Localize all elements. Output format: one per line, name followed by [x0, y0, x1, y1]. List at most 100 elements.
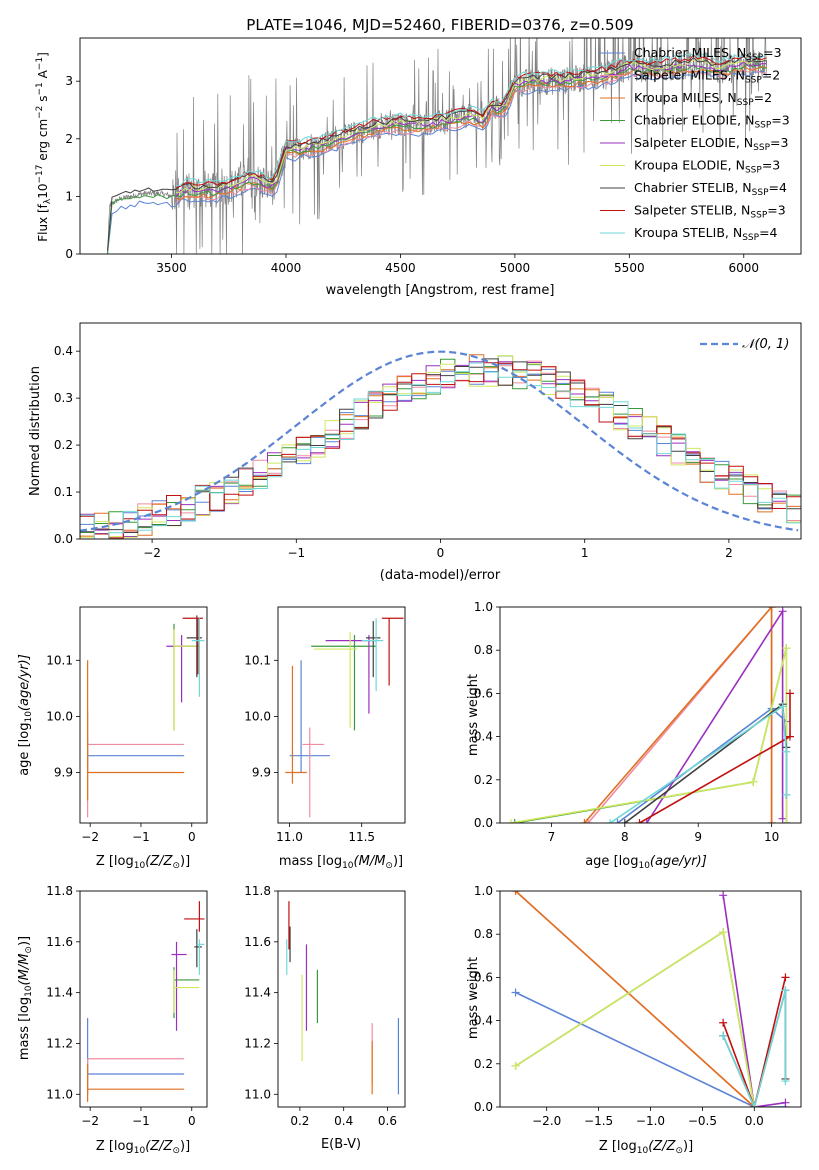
mw-marker-chabrier_stelib — [620, 819, 629, 823]
y-tick-label: 1 — [65, 189, 73, 203]
y-tick-label: 3 — [65, 74, 73, 88]
hist-chabrier_stelib — [80, 358, 801, 533]
mw-marker-kroupa_elodie — [507, 819, 516, 823]
model-line-chabrier_miles — [107, 70, 768, 254]
axes-frame — [79, 37, 802, 255]
axes-frame — [79, 890, 208, 1108]
y-tick-label: 9.9 — [252, 766, 271, 780]
mw-line-kroupa_miles — [515, 891, 755, 1107]
panel-4: 11.0 11.5 9.9 10.0 10.1 — [244, 606, 406, 844]
y-tick-label: 0.8 — [474, 643, 493, 657]
mw-marker-kroupa_stelib — [606, 819, 615, 823]
axes-frame — [277, 606, 406, 824]
mw-marker-kroupa_miles — [767, 607, 776, 611]
mw-marker-salpeter_stelib — [785, 689, 794, 698]
axes-frame — [499, 890, 802, 1108]
mw-marker-salpeter_elodie — [642, 819, 651, 823]
x-tick-label: 5000 — [500, 261, 531, 275]
x-tick-label: 0 — [188, 1114, 196, 1128]
x-tick-label: −1.0 — [636, 1114, 665, 1128]
mw-line-chabrier_stelib — [624, 702, 788, 823]
mw-line-chabrier_elodie — [515, 930, 756, 1107]
mw-marker-salpeter_elodie — [778, 607, 787, 616]
mw-marker-chabrier_elodie — [510, 819, 519, 823]
x-tick-label: 0.2 — [290, 1114, 309, 1128]
mw-marker-kroupa_elodie — [782, 819, 791, 823]
mw-line-chabrier_elodie — [514, 647, 788, 823]
mw-line-kroupa_miles — [583, 607, 773, 823]
p8-ylabel: mass weight — [466, 957, 481, 1039]
y-tick-label: 11.6 — [244, 935, 271, 949]
axes-frame — [499, 606, 802, 824]
y-tick-label: 0.8 — [474, 927, 493, 941]
legend: Chabrier MILES, NSSP=3 Salpeter MILES, NS… — [600, 45, 790, 243]
p3-xlabel: Z [log10(Z/Z⊙)] — [96, 854, 190, 871]
legend-label: Salpeter STELIB, NSSP=3 — [634, 203, 786, 221]
x-tick-label: 5500 — [614, 261, 645, 275]
mw-line-kroupa_stelib — [722, 990, 787, 1107]
hist-salpeter_elodie — [80, 361, 801, 537]
x-tick-label: −1.5 — [584, 1114, 613, 1128]
y-tick-label: 10.1 — [46, 653, 73, 667]
panel-5: 7 8 9 10 0.0 0.2 0.4 0.6 0.8 1.0 — [474, 600, 802, 844]
mw-marker-kroupa_miles — [580, 819, 589, 823]
page-title: PLATE=1046, MJD=52460, FIBERID=0376, z=0… — [246, 16, 633, 34]
mw-marker-kroupa_stelib — [750, 1103, 759, 1107]
x-tick-label: 7 — [548, 830, 556, 844]
mw-line-salpeter_elodie — [722, 895, 786, 1107]
plot-area — [511, 891, 790, 1107]
y-tick-label: 0.2 — [474, 773, 493, 787]
plot-area — [80, 350, 801, 539]
mw-marker-chabrier_miles — [613, 819, 622, 823]
axes-frame — [79, 322, 802, 540]
legend-label: 𝒩(0, 1) — [742, 337, 789, 352]
mw-marker-salpeter_elodie — [781, 1098, 790, 1107]
mw-marker-kroupa_elodie — [511, 1061, 520, 1070]
mw-marker-kroupa_stelib — [781, 986, 790, 995]
x-tick-label: −0.5 — [688, 1114, 717, 1128]
y-tick-label: 10.0 — [244, 709, 271, 723]
x-tick-label: −2.0 — [532, 1114, 561, 1128]
y-tick-label: 0.4 — [474, 730, 493, 744]
legend-label: Salpeter MILES, NSSP=2 — [634, 68, 780, 86]
x-tick-label: −1 — [132, 1114, 150, 1128]
y-tick-label: 11.4 — [244, 986, 271, 1000]
x-tick-label: 1 — [581, 546, 589, 560]
mw-marker-kroupa_stelib — [778, 702, 787, 711]
mw-marker-kroupa_stelib — [781, 1077, 790, 1086]
x-tick-label: 0 — [437, 546, 445, 560]
y-tick-label: 9.9 — [54, 766, 73, 780]
y-tick-label: 0 — [65, 247, 73, 261]
p1-ylabel: Flux [fλ10−17 erg cm−2 s−1 A−1] — [35, 52, 53, 242]
y-tick-label: 11.4 — [46, 986, 73, 1000]
mw-marker-salpeter_elodie — [719, 891, 728, 900]
x-tick-label: 2 — [725, 546, 733, 560]
model-line-salpeter_stelib — [175, 53, 767, 189]
model-line-chabrier_elodie — [107, 63, 767, 254]
x-tick-label: 0.6 — [378, 1114, 397, 1128]
mw-marker-kroupa_miles — [511, 891, 520, 895]
legend-label: Kroupa MILES, NSSP=2 — [634, 90, 772, 108]
legend-label: Kroupa ELODIE, NSSP=3 — [634, 158, 780, 176]
model-line-chabrier_stelib — [107, 55, 767, 251]
y-tick-label: 0.2 — [54, 438, 73, 452]
mw-line-kroupa_elodie — [515, 930, 756, 1107]
model-line-kroupa_stelib — [176, 53, 767, 187]
mw-marker-kroupa_elodie — [719, 928, 728, 937]
y-tick-label: 0.4 — [474, 1014, 493, 1028]
panel-7: 0.2 0.4 0.6 11.0 11.2 11.4 11.6 11.8 — [244, 884, 406, 1128]
plot-area — [87, 901, 205, 1102]
y-tick-label: 0.6 — [474, 686, 493, 700]
hist-kroupa_elodie — [80, 355, 801, 538]
y-tick-label: 0.2 — [474, 1057, 493, 1071]
panel-8: −2.0 −1.5 −1.0 −0.5 0.0 0.0 0.2 0.4 0.6 0.8 1.0 — [474, 884, 802, 1128]
p1-xlabel: wavelength [Angstrom, rest frame] — [326, 283, 555, 298]
x-tick-label: −1 — [132, 830, 150, 844]
legend-label: Kroupa STELIB, NSSP=4 — [634, 225, 778, 243]
panel-6: −2 −1 0 11.0 11.2 11.4 11.6 11.8 — [46, 884, 208, 1128]
y-tick-label: 0.0 — [54, 532, 73, 546]
p2-xlabel: (data-model)/error — [380, 568, 501, 583]
hist-kroupa_stelib — [80, 362, 801, 539]
panel-2: −2 −1 0 1 2 0.0 0.1 0.2 0.3 0.4 𝒩(0, 1) — [54, 322, 802, 560]
p6-xlabel: Z [log10(Z/Z⊙)] — [96, 1139, 190, 1156]
